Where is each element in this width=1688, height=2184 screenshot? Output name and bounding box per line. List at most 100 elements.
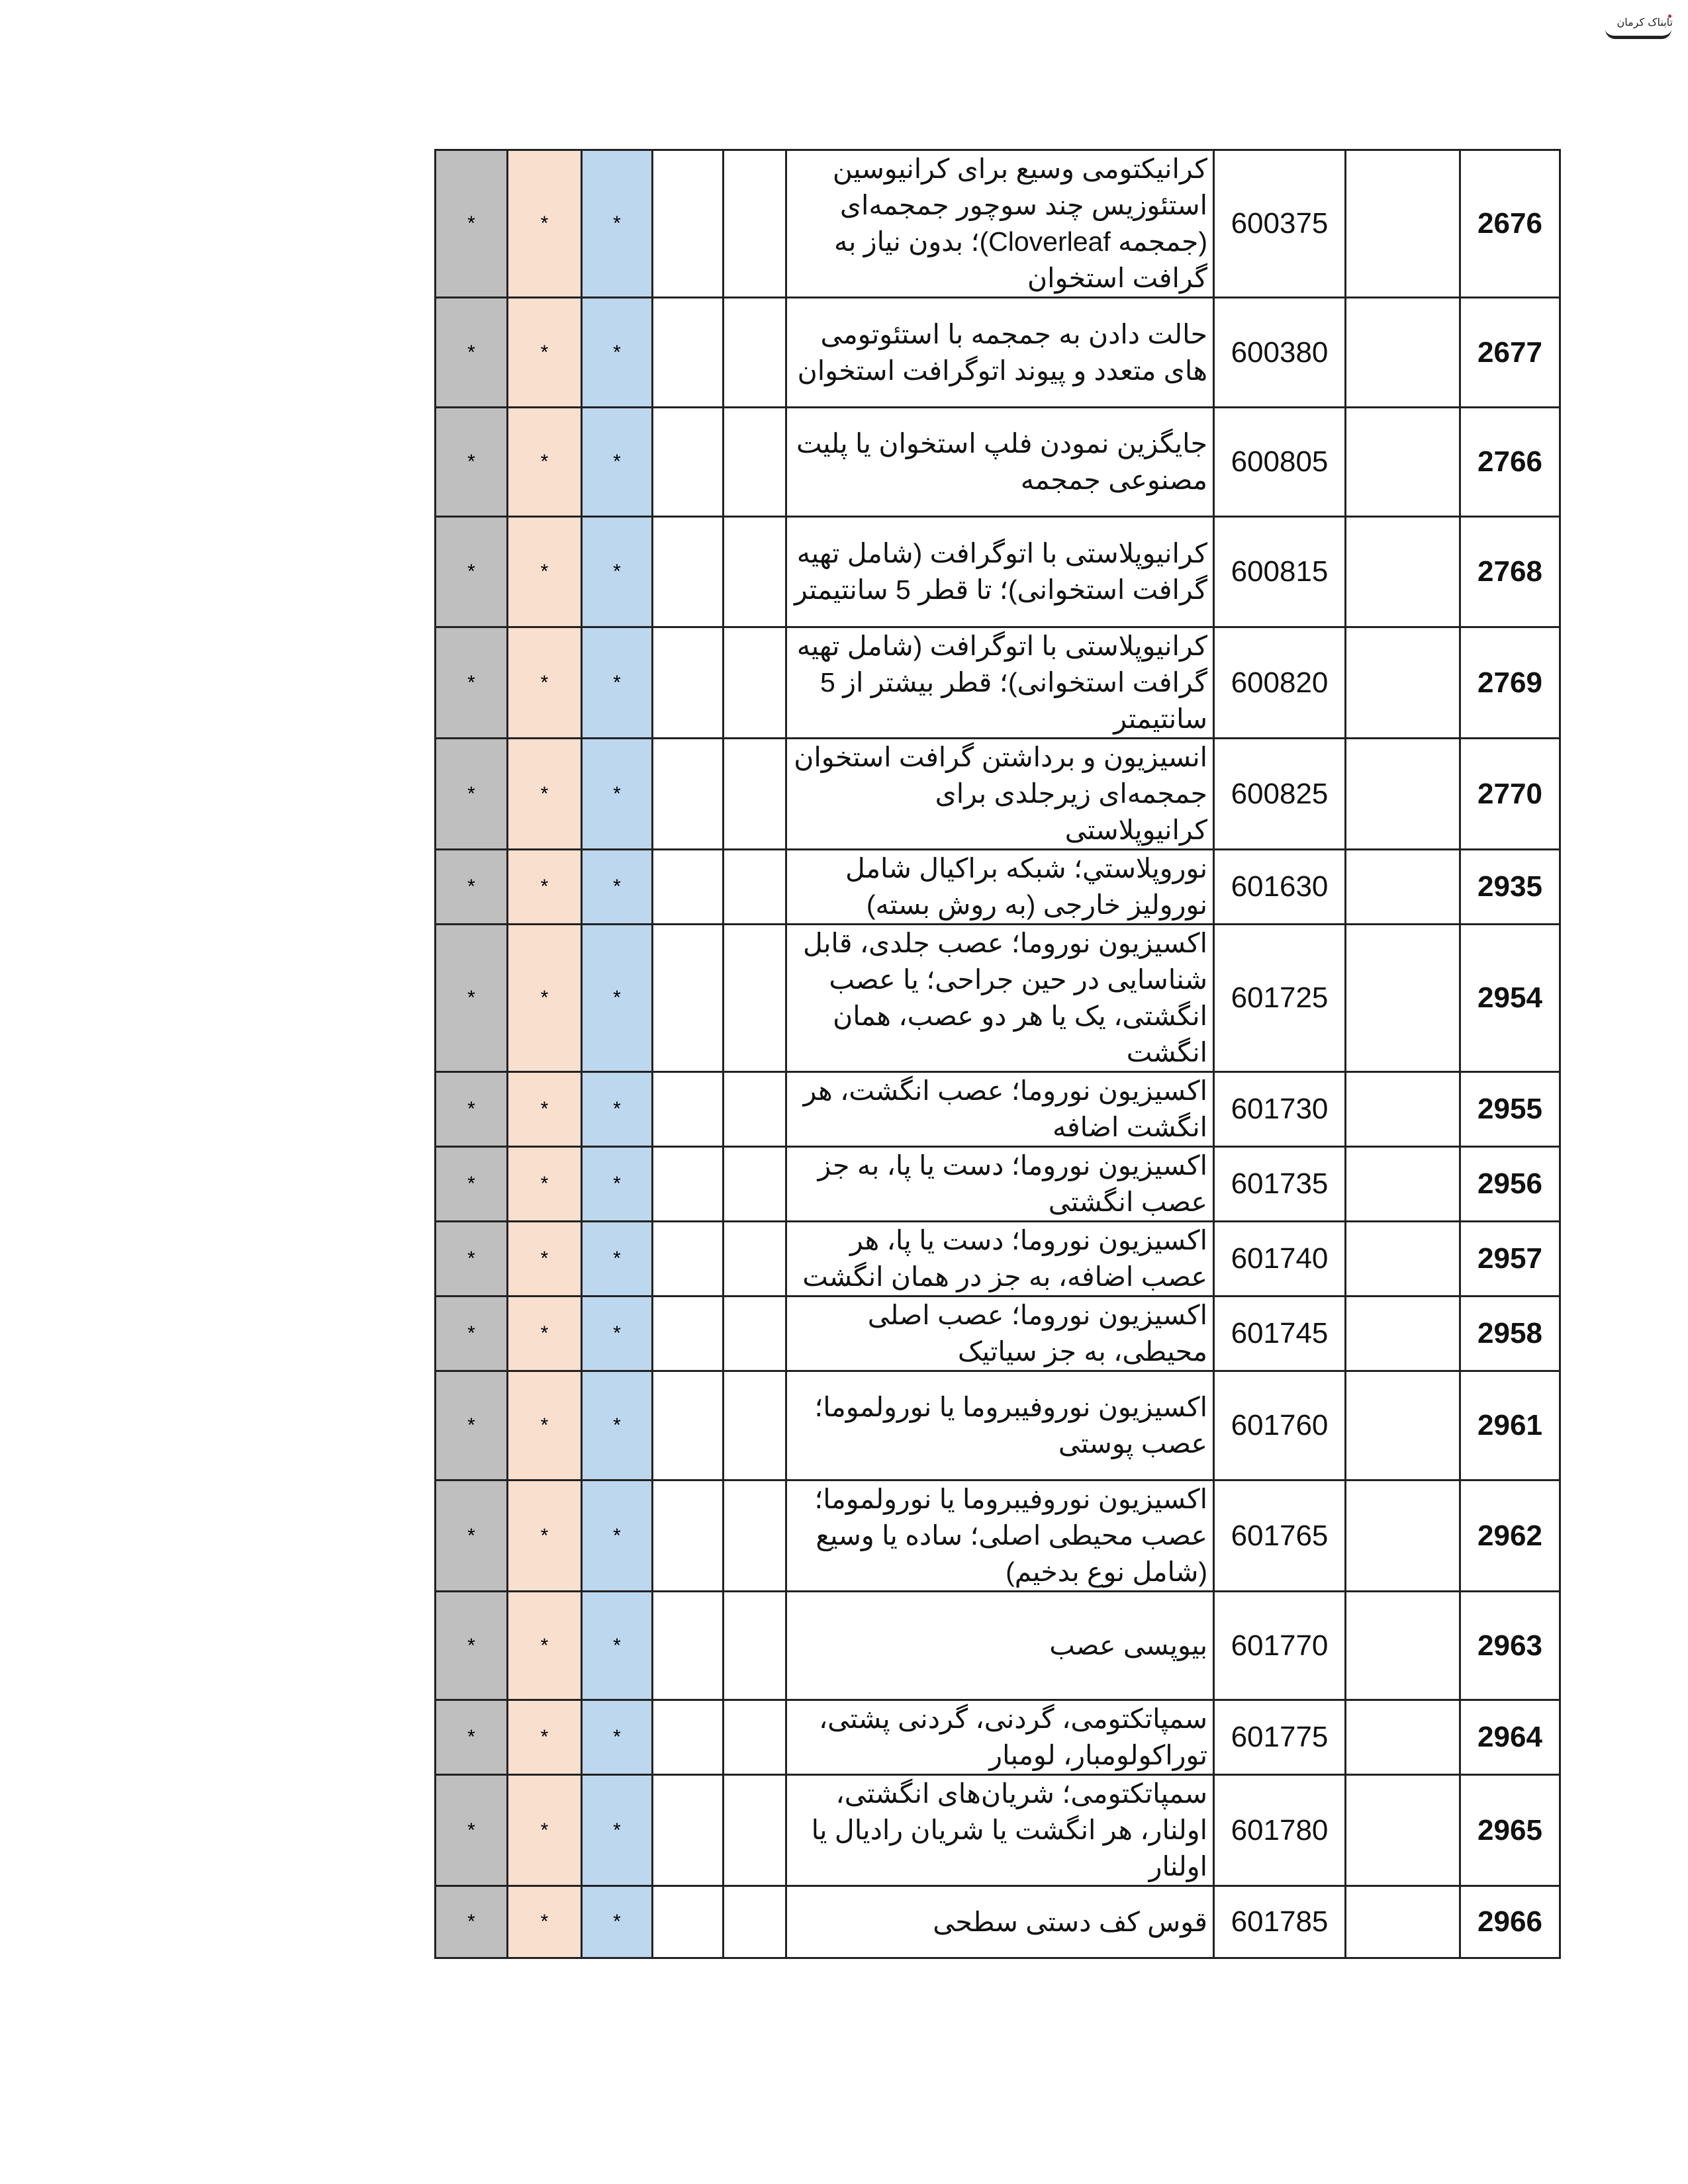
description-text: اکسیزیون نوروفیبروما یا نورولموما؛ عصب پ… [814, 1392, 1207, 1459]
mark-gray: * [434, 1699, 508, 1776]
mark-blue: * [581, 149, 653, 298]
description-text: کرانیوپلاستی با اتوگرافت (شامل تهیه گراف… [796, 631, 1207, 734]
logo-text: تابناک کرمان [1617, 16, 1673, 28]
code-cell: 601765 [1213, 1479, 1346, 1592]
asterisk-mark: * [467, 1634, 475, 1657]
code-text: 601765 [1231, 1519, 1329, 1552]
empty-cell [651, 923, 724, 1073]
mark-gray: * [434, 1370, 508, 1481]
table-row: * * * سمپاتکتومی؛ شریان‌های انگشتی، اولنار،… [434, 1774, 1561, 1887]
asterisk-mark: * [540, 212, 549, 234]
description-text: قوس کف دستی سطحی [933, 1906, 1207, 1937]
table-row: * * * بیوپسی عصب 601770 2963 [434, 1590, 1561, 1701]
description-text: اکسیزیون نوروما؛ عصب انگشت، هر انگشت اضا… [803, 1075, 1207, 1142]
asterisk-mark: * [613, 671, 621, 694]
empty-cell [651, 1699, 724, 1776]
mark-peach: * [506, 1590, 583, 1701]
table-row: * * * کرانیکتومی وسیع برای کرانیوسین استئوز… [434, 149, 1561, 298]
row-number-text: 2962 [1477, 1519, 1542, 1552]
logo: تابناک کرمان [1605, 15, 1678, 41]
code-text: 601740 [1231, 1242, 1329, 1275]
mark-blue: * [581, 923, 653, 1073]
asterisk-mark: * [613, 1322, 621, 1344]
table-row: * * * اکسیزیون نوروما؛ عصب اصلی محیطی، به ج… [434, 1295, 1561, 1372]
empty-cell [722, 1295, 787, 1372]
empty-cell [651, 1774, 724, 1887]
mark-gray: * [434, 149, 508, 298]
asterisk-mark: * [613, 1726, 621, 1748]
asterisk-mark: * [613, 1248, 621, 1269]
code-cell: 601630 [1213, 848, 1346, 925]
code-cell: 601785 [1213, 1885, 1346, 1959]
empty-cell [722, 1479, 787, 1592]
row-number-cell: 2954 [1459, 923, 1561, 1073]
description-cell: کرانیوپلاستی با اتوگرافت (شامل تهیه گراف… [785, 626, 1215, 739]
code-cell: 600375 [1213, 149, 1346, 298]
asterisk-mark: * [467, 212, 475, 234]
empty-cell [1344, 296, 1461, 408]
description-cell: حالت دادن به جمجمه با استئوتومی های متعد… [785, 296, 1215, 408]
empty-cell [722, 1146, 787, 1222]
empty-cell [722, 406, 787, 518]
mark-peach: * [506, 296, 583, 408]
mark-blue: * [581, 296, 653, 408]
description-text: اکسیزیون نوروما؛ دست یا پا، هر عصب اضافه… [802, 1225, 1207, 1292]
asterisk-mark: * [540, 1173, 549, 1195]
row-number-cell: 2957 [1459, 1220, 1561, 1297]
empty-cell [722, 1774, 787, 1887]
description-text: کرانیوپلاستی با اتوگرافت (شامل تهیه گراف… [794, 538, 1207, 605]
mark-gray: * [434, 626, 508, 739]
asterisk-mark: * [540, 1414, 549, 1436]
mark-blue: * [581, 516, 653, 628]
asterisk-mark: * [467, 561, 475, 582]
table-row: * * * اکسیزیون نوروما؛ دست یا پا، هر عصب اض… [434, 1220, 1561, 1297]
asterisk-mark: * [540, 1098, 549, 1120]
empty-cell [651, 1885, 724, 1959]
empty-cell [651, 296, 724, 408]
code-text: 601770 [1231, 1629, 1329, 1662]
empty-cell [1344, 1885, 1461, 1959]
row-number-text: 2956 [1477, 1167, 1542, 1200]
table-row: * * * اکسیزیون نوروفیبروما یا نورولموما؛ عص… [434, 1370, 1561, 1481]
table-row: * * * اکسیزیون نوروفیبروما یا نورولموما؛ عص… [434, 1479, 1561, 1592]
mark-gray: * [434, 737, 508, 850]
empty-cell [722, 1220, 787, 1297]
code-cell: 601760 [1213, 1370, 1346, 1481]
description-text: بیوپسی عصب [1049, 1630, 1207, 1661]
asterisk-mark: * [540, 1726, 549, 1748]
code-text: 600375 [1231, 207, 1329, 240]
description-cell: اکسیزیون نوروفیبروما یا نورولموما؛ عصب م… [785, 1479, 1215, 1592]
description-cell: کرانیوپلاستی با اتوگرافت (شامل تهیه گراف… [785, 516, 1215, 628]
table-row: * * * اکسیزیون نوروما؛ عصب جلدی، قابل شناسا… [434, 923, 1561, 1073]
asterisk-mark: * [467, 341, 475, 363]
mark-blue: * [581, 1774, 653, 1887]
asterisk-mark: * [467, 1524, 475, 1547]
mark-peach: * [506, 1699, 583, 1776]
empty-cell [722, 1699, 787, 1776]
mark-gray: * [434, 1885, 508, 1959]
mark-gray: * [434, 1071, 508, 1148]
mark-peach: * [506, 1146, 583, 1222]
row-number-cell: 2965 [1459, 1774, 1561, 1887]
asterisk-mark: * [467, 1098, 475, 1120]
empty-cell [651, 1071, 724, 1148]
mark-blue: * [581, 1699, 653, 1776]
mark-peach: * [506, 1071, 583, 1148]
description-text: سمپاتکتومی، گردنی، گردنی پشتی، توراکولوم… [818, 1704, 1207, 1770]
asterisk-mark: * [540, 451, 549, 473]
asterisk-mark: * [613, 1524, 621, 1547]
tariff-table: * * * کرانیکتومی وسیع برای کرانیوسین استئوز… [434, 149, 1561, 1959]
description-cell: کرانیکتومی وسیع برای کرانیوسین استئوزیس … [785, 149, 1215, 298]
mark-peach: * [506, 626, 583, 739]
description-cell: اکسیزیون نوروما؛ عصب جلدی، قابل شناسایی … [785, 923, 1215, 1073]
mark-peach: * [506, 1885, 583, 1959]
empty-cell [722, 1071, 787, 1148]
description-text: اکسیزیون نوروفیبروما یا نورولموما؛ عصب م… [814, 1484, 1207, 1587]
asterisk-mark: * [613, 451, 621, 473]
description-cell: انسیزیون و برداشتن گرافت استخوان جمجمه‌ا… [785, 737, 1215, 850]
asterisk-mark: * [467, 1173, 475, 1195]
code-text: 601745 [1231, 1317, 1329, 1349]
asterisk-mark: * [613, 1634, 621, 1657]
asterisk-mark: * [467, 876, 475, 897]
asterisk-mark: * [540, 1322, 549, 1344]
